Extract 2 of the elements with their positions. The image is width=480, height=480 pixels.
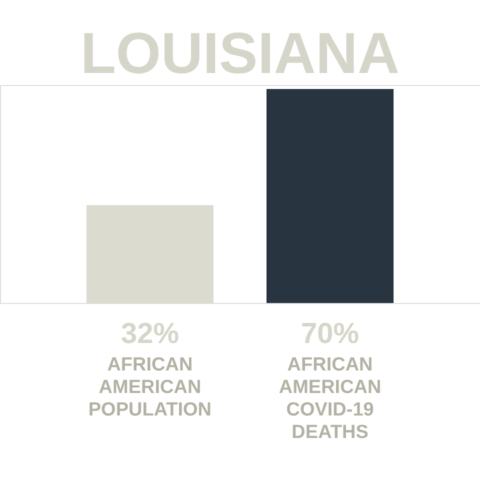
x-tick-label: AFRICAN AMERICAN POPULATION (88, 354, 212, 420)
x-tick-label: AFRICAN AMERICAN COVID-19 DEATHS (278, 354, 382, 443)
